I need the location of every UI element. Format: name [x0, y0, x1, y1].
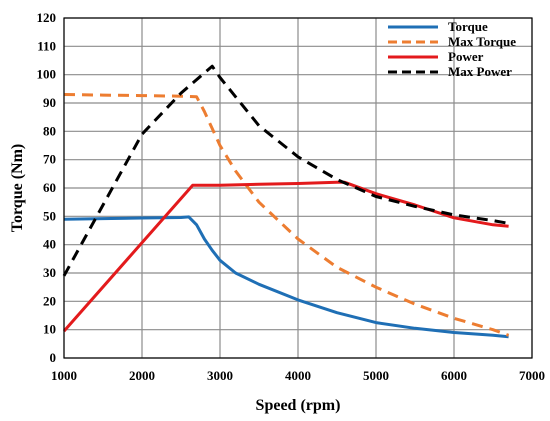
x-tick-label: 3000 [207, 368, 233, 383]
y-tick-label: 50 [43, 208, 56, 223]
series-line-power [62, 180, 509, 333]
y-tick-label: 0 [50, 350, 57, 365]
tick-labels: 1000 2000 3000 4000 5000 6000 7000 0 10 20 30 40 50 6… [37, 10, 546, 383]
x-tick-label: 4000 [285, 368, 311, 383]
series-line-max-torque [63, 93, 510, 337]
y-tick-label: 100 [37, 67, 57, 82]
y-tick-label: 70 [43, 152, 56, 167]
legend-label: Max Power [448, 64, 512, 79]
y-tick-label: 110 [37, 38, 56, 53]
series-layer [62, 64, 510, 339]
series-line-torque [63, 215, 509, 339]
legend-label: Torque [448, 19, 488, 34]
y-tick-label: 80 [43, 123, 56, 138]
y-tick-label: 10 [43, 322, 56, 337]
x-tick-label: 1000 [51, 368, 77, 383]
y-tick-label: 90 [43, 95, 56, 110]
y-tick-label: 40 [43, 237, 56, 252]
y-tick-label: 20 [43, 293, 56, 308]
x-tick-label: 7000 [519, 368, 545, 383]
x-axis-title: Speed (rpm) [256, 397, 341, 414]
y-axis-title: Torque (Nm) [9, 144, 26, 232]
legend-label: Max Torque [448, 34, 516, 49]
x-tick-label: 6000 [441, 368, 467, 383]
series-line-max-power [62, 64, 509, 277]
y-tick-label: 30 [43, 265, 56, 280]
x-tick-label: 5000 [363, 368, 389, 383]
y-tick-label: 60 [43, 180, 56, 195]
legend-label: Power [448, 49, 484, 64]
x-tick-label: 2000 [129, 368, 155, 383]
plot-frame [63, 17, 533, 359]
y-tick-label: 120 [37, 10, 57, 25]
